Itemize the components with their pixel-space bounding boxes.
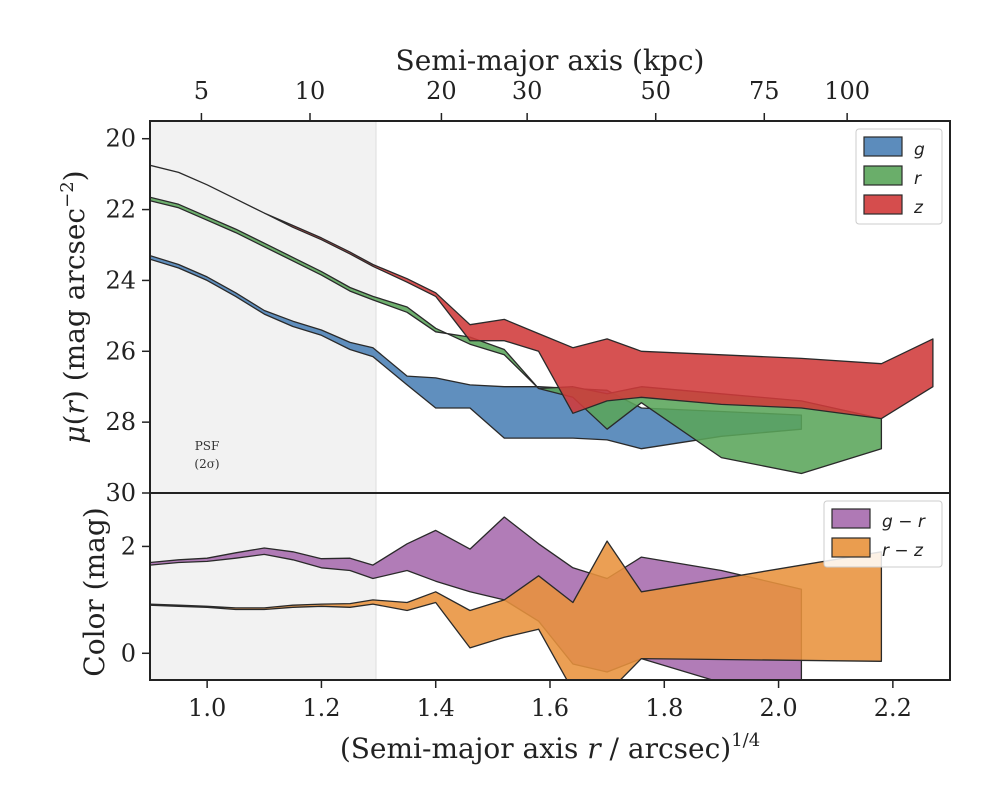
bottom-x-tick-label: 1.6 bbox=[531, 694, 569, 722]
top-y-tick-label: 28 bbox=[105, 408, 136, 436]
x-title-sup: 1/4 bbox=[731, 730, 760, 751]
bottom-x-tick-label: 1.4 bbox=[417, 694, 455, 722]
bottom-x-tick-label: 1.2 bbox=[302, 694, 340, 722]
bottom-x-axis-title: (Semi-major axis r / arcsec)1/4 bbox=[340, 730, 760, 765]
y-title-sup: −2 bbox=[57, 181, 78, 208]
x-title-pre: (Semi-major axis bbox=[340, 732, 587, 765]
top-legend-swatch bbox=[863, 194, 903, 215]
x-title-var: r bbox=[587, 732, 602, 765]
y-title-var: r bbox=[58, 399, 91, 414]
y-title-mu: μ bbox=[58, 425, 91, 443]
top-x-tick-label: 30 bbox=[512, 77, 543, 105]
top-x-tick-label: 75 bbox=[749, 77, 780, 105]
bottom-x-tick-label: 1.0 bbox=[188, 694, 226, 722]
top-secondary-x-ticks: 5 10 20 30 50 75 100 bbox=[194, 77, 870, 121]
top-x-tick-label: 50 bbox=[640, 77, 671, 105]
top-x-tick-label: 20 bbox=[426, 77, 457, 105]
bottom-legend-swatch bbox=[831, 508, 871, 529]
top-panel: 20 22 24 26 28 30 5 10 20 30 50 75 100 PSF (2σ) Sem… bbox=[57, 44, 951, 507]
top-legend: grz bbox=[855, 128, 943, 225]
top-x-tick-label: 5 bbox=[194, 77, 209, 105]
top-legend-swatch bbox=[863, 165, 903, 186]
bottom-x-tick-label: 1.8 bbox=[645, 694, 683, 722]
bottom-legend-swatch bbox=[831, 537, 871, 558]
bottom-series-areas bbox=[150, 516, 883, 680]
psf-label-line1: PSF bbox=[195, 439, 220, 453]
x-title-mid: / arcsec) bbox=[601, 732, 732, 765]
y-title-open: ( bbox=[58, 414, 91, 425]
top-y-tick-label: 20 bbox=[105, 125, 136, 153]
bottom-y-ticks: 02 bbox=[121, 532, 150, 667]
bottom-y-tick-label: 2 bbox=[121, 532, 136, 560]
bottom-x-tick-label: 2.2 bbox=[874, 694, 912, 722]
color-area-1 bbox=[150, 540, 883, 680]
top-y-ticks: 20 22 24 26 28 30 bbox=[105, 125, 150, 507]
bottom-x-ticks: 1.0 1.2 1.4 1.6 1.8 2.0 2.2 bbox=[188, 680, 912, 722]
bottom-x-tick-label: 2.0 bbox=[759, 694, 797, 722]
top-psf-region bbox=[150, 121, 376, 493]
top-x-tick-label: 10 bbox=[295, 77, 326, 105]
top-x-axis-title: Semi-major axis (kpc) bbox=[396, 44, 705, 77]
top-y-tick-label: 26 bbox=[105, 337, 136, 365]
bottom-psf-region bbox=[150, 493, 376, 680]
bottom-y-tick-label: 0 bbox=[121, 639, 136, 667]
bottom-y-axis-title: Color (mag) bbox=[78, 507, 111, 676]
top-y-tick-label: 24 bbox=[105, 266, 136, 294]
bottom-legend: g − r r − z bbox=[823, 500, 943, 568]
bottom-legend-label: r − z bbox=[882, 541, 924, 561]
top-legend-label: r bbox=[914, 169, 922, 189]
psf-label-line2: (2σ) bbox=[194, 457, 219, 471]
top-legend-swatch bbox=[863, 136, 903, 157]
top-x-tick-label: 100 bbox=[824, 77, 870, 105]
bottom-legend-label: g − r bbox=[882, 512, 926, 532]
surface-brightness-area-1 bbox=[150, 196, 883, 475]
top-legend-label: z bbox=[913, 198, 924, 218]
surface-brightness-area-2 bbox=[150, 164, 934, 420]
y-title-end: ) bbox=[58, 170, 91, 181]
top-legend-label: g bbox=[914, 140, 925, 160]
y-title-close: ) (mag arcsec bbox=[58, 208, 91, 401]
top-y-tick-label: 22 bbox=[105, 196, 136, 224]
bottom-panel: 02 1.0 1.2 1.4 1.6 1.8 2.0 2.2 Color (mag) (Se… bbox=[78, 492, 951, 765]
top-y-tick-label: 30 bbox=[105, 479, 136, 507]
top-y-axis-title: μ(r) (mag arcsec−2) bbox=[57, 170, 91, 443]
top-series-areas bbox=[150, 164, 934, 475]
